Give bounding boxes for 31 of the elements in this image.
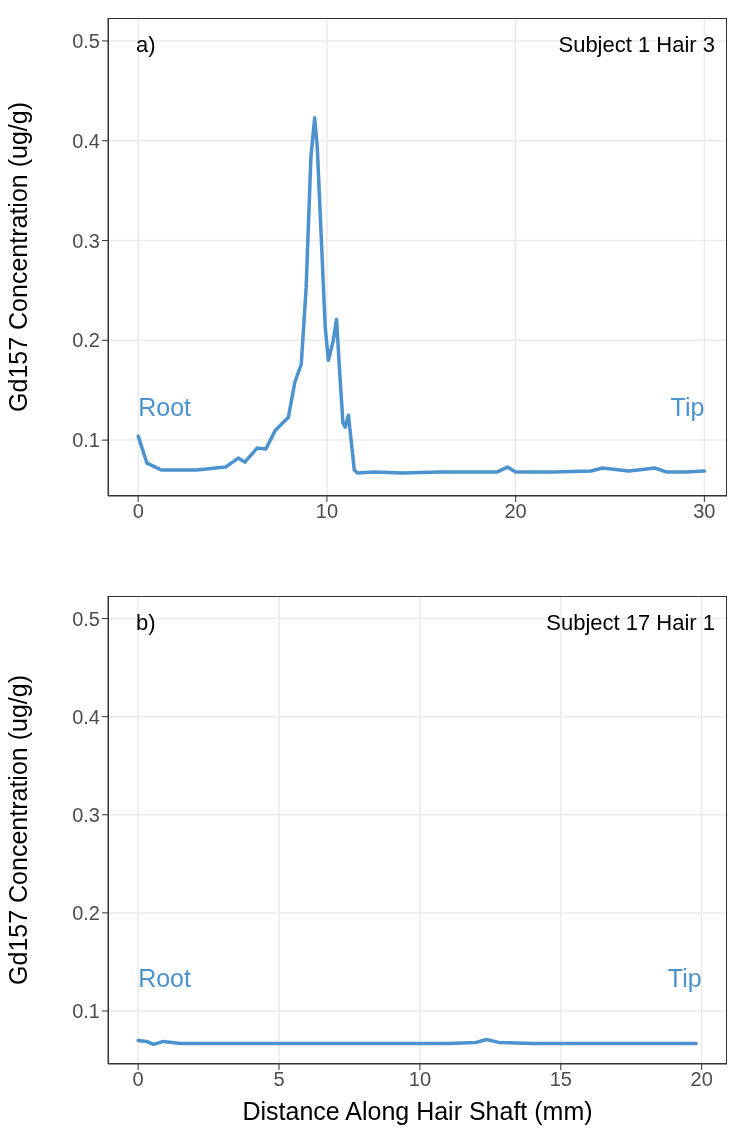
x-tick-label: 10 (408, 1068, 432, 1091)
x-tick-label: 15 (549, 1068, 572, 1091)
x-tick-label: 20 (690, 1068, 713, 1091)
x-tick-label: 10 (315, 500, 339, 523)
x-tick-label: 0 (132, 1068, 144, 1091)
annotation: Tip (670, 392, 705, 423)
y-tick-label: 0.4 (72, 705, 100, 728)
y-tick-label: 0.5 (72, 30, 100, 53)
text: Subject 1 Hair 3 (558, 32, 715, 58)
x-tick-label: 30 (693, 500, 716, 523)
annotation: Root (138, 963, 191, 994)
annotation: Tip (667, 963, 702, 994)
annotation: b) (136, 610, 156, 636)
y-tick-label: 0.4 (72, 129, 100, 152)
x-axis-title: Distance Along Hair Shaft (mm) (242, 1096, 593, 1125)
y-tick-label: 0.2 (72, 329, 100, 352)
x-tick-label: 20 (504, 500, 527, 523)
annotation: Root (138, 392, 191, 423)
x-tick-label: 0 (132, 500, 144, 523)
text: Subject 17 Hair 1 (546, 610, 715, 636)
y-tick-label: 0.1 (72, 429, 100, 452)
annotation: a) (136, 32, 156, 58)
y-tick-label: 0.1 (72, 1000, 100, 1023)
y-axis-title: Gd157 Concentration (ug/g) (3, 675, 32, 985)
x-tick-label: 5 (273, 1068, 285, 1091)
line-series (136, 116, 707, 475)
y-tick-label: 0.5 (72, 607, 100, 630)
y-tick-label: 0.3 (72, 803, 100, 826)
y-tick-label: 0.2 (72, 902, 100, 925)
y-tick-label: 0.3 (72, 229, 100, 252)
y-axis-title: Gd157 Concentration (ug/g) (3, 102, 32, 412)
